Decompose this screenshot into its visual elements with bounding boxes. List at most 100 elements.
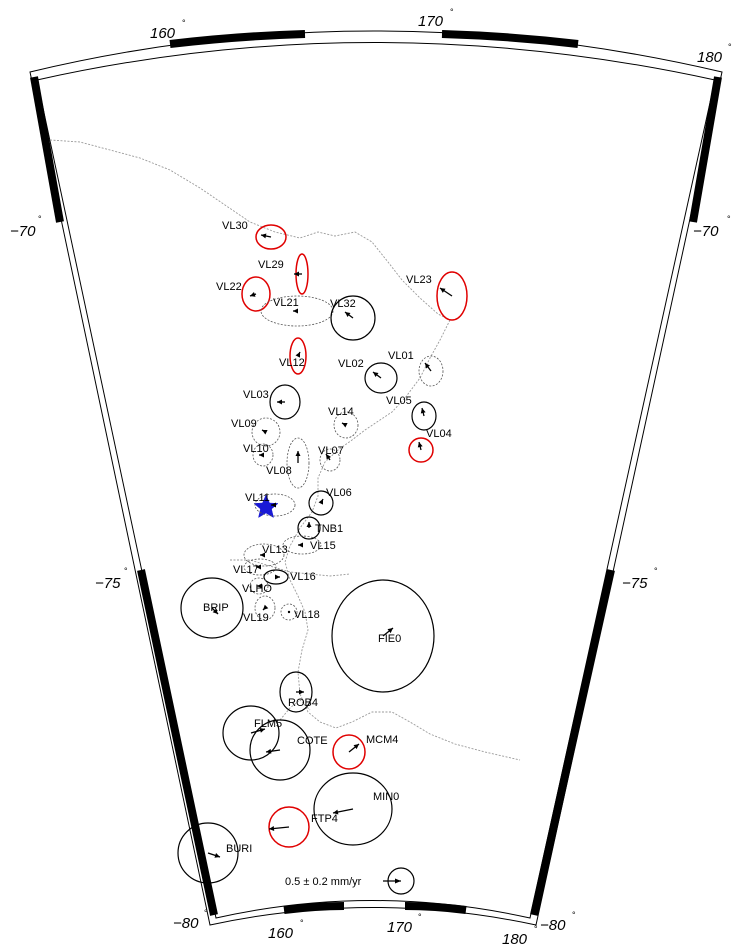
station-vl15: VL15 <box>282 535 336 555</box>
station-label: VL22 <box>216 281 242 293</box>
station-vl11: VL11 <box>245 492 296 517</box>
arrowhead <box>266 748 272 754</box>
station-label: VL14 <box>328 406 354 418</box>
station-vl07: VL07 <box>318 445 344 472</box>
arrowhead <box>295 451 301 456</box>
error-ellipse <box>263 569 289 585</box>
error-ellipse <box>222 705 280 761</box>
error-ellipse <box>313 772 393 846</box>
scale-legend: 0.5 ± 0.2 mm/yr <box>285 867 415 895</box>
arrowhead <box>293 308 298 314</box>
station-label: ROB4 <box>288 697 318 709</box>
station-tnb1: TNB1 <box>297 516 343 540</box>
error-ellipse <box>319 448 341 472</box>
station-label: VL08 <box>266 465 292 477</box>
arrowhead <box>420 408 426 414</box>
arrowhead <box>262 430 268 435</box>
station-vl12: VL12 <box>279 337 307 375</box>
arrowhead <box>260 552 265 558</box>
station-label: VL17 <box>233 564 259 576</box>
lat-label-80-left: −80 <box>173 915 199 932</box>
arrowhead <box>212 608 218 614</box>
degree-sign: ° <box>182 18 186 28</box>
station-vl29: VL29 <box>258 253 309 295</box>
lat-label-75-right: −75 <box>622 575 648 592</box>
degree-sign: ° <box>654 566 658 576</box>
station-label: COTE <box>297 735 328 747</box>
error-ellipse <box>436 271 468 321</box>
lat-label-70-left: −70 <box>10 223 36 240</box>
degree-sign: ° <box>38 214 42 224</box>
station-vl30: VL30 <box>222 220 287 250</box>
station-label: VL16 <box>290 571 316 583</box>
degree-sign: ° <box>418 912 422 922</box>
degree-sign: ° <box>204 908 208 918</box>
station-vl03: VL03 <box>243 384 301 420</box>
station-ftp4: FTP4 <box>268 806 338 848</box>
station-label: VL15 <box>310 540 336 552</box>
arrowhead <box>318 499 323 505</box>
station-vl01: VL01 <box>388 350 444 387</box>
arrowhead <box>261 233 267 239</box>
arrowhead <box>417 442 423 448</box>
station-vl13: VL13 <box>243 543 288 567</box>
lat-label-70-right: −70 <box>693 223 719 240</box>
station-brip: BRIP <box>180 577 244 639</box>
station-label: VL18 <box>294 609 320 621</box>
arrowhead <box>342 423 348 428</box>
error-ellipse <box>243 543 285 567</box>
station-label: MCM4 <box>366 734 398 746</box>
station-cote: COTE <box>249 719 328 781</box>
lon-label-170-top: 170 <box>418 13 444 30</box>
station-flm5: FLM5 <box>222 705 282 761</box>
station-label: VL32 <box>330 298 356 310</box>
arrowhead <box>271 502 276 508</box>
station-vl09: VL09 <box>231 417 281 447</box>
station-vl14: VL14 <box>328 406 359 439</box>
error-ellipse <box>249 577 269 595</box>
station-label: VL02 <box>338 358 364 370</box>
station-label: VL03 <box>243 389 269 401</box>
station-vl22: VL22 <box>216 276 271 312</box>
arrowhead <box>425 363 430 369</box>
arrowhead <box>333 809 339 815</box>
degree-sign: ° <box>727 214 731 224</box>
arrowhead <box>294 271 299 277</box>
degree-sign: ° <box>534 924 538 934</box>
arrowhead <box>257 583 262 589</box>
station-label: BRIP <box>203 602 229 614</box>
error-ellipse <box>252 443 274 467</box>
map-frame <box>29 30 723 926</box>
station-vl08: VL08 <box>266 437 310 489</box>
arrowhead <box>353 744 359 750</box>
arrowhead <box>299 689 304 695</box>
station-label: VL09 <box>231 418 257 430</box>
station-label: VL19 <box>243 612 269 624</box>
station-label: BURI <box>226 843 252 855</box>
arrowhead <box>440 288 446 293</box>
station-vlho: VLHO <box>242 577 272 595</box>
error-ellipse <box>297 516 321 540</box>
error-ellipse <box>333 411 359 439</box>
coastline <box>49 139 521 761</box>
arrowhead <box>275 574 280 580</box>
lat-label-75-left: −75 <box>95 575 121 592</box>
station-label: VL10 <box>243 443 269 455</box>
arrowhead <box>306 522 312 527</box>
error-ellipse <box>177 822 239 884</box>
station-label: FTP4 <box>311 813 338 825</box>
station-vl16: VL16 <box>263 569 316 585</box>
station-vl23: VL23 <box>406 271 468 321</box>
arrowhead <box>387 628 393 634</box>
arrowhead <box>326 454 331 460</box>
station-buri: BURI <box>177 822 252 884</box>
station-label: VL23 <box>406 274 432 286</box>
degree-sign: ° <box>572 910 576 920</box>
error-ellipse <box>254 595 276 621</box>
axis-labels: 160 ° 170 ° 180 ° −70 ° −70 ° −75 ° −75 … <box>10 7 732 947</box>
error-ellipse <box>330 295 376 341</box>
station-vl06: VL06 <box>308 487 352 516</box>
station-label: VL07 <box>318 445 344 457</box>
lon-label-160-bottom: 160 <box>268 925 294 942</box>
error-ellipse <box>280 603 298 621</box>
